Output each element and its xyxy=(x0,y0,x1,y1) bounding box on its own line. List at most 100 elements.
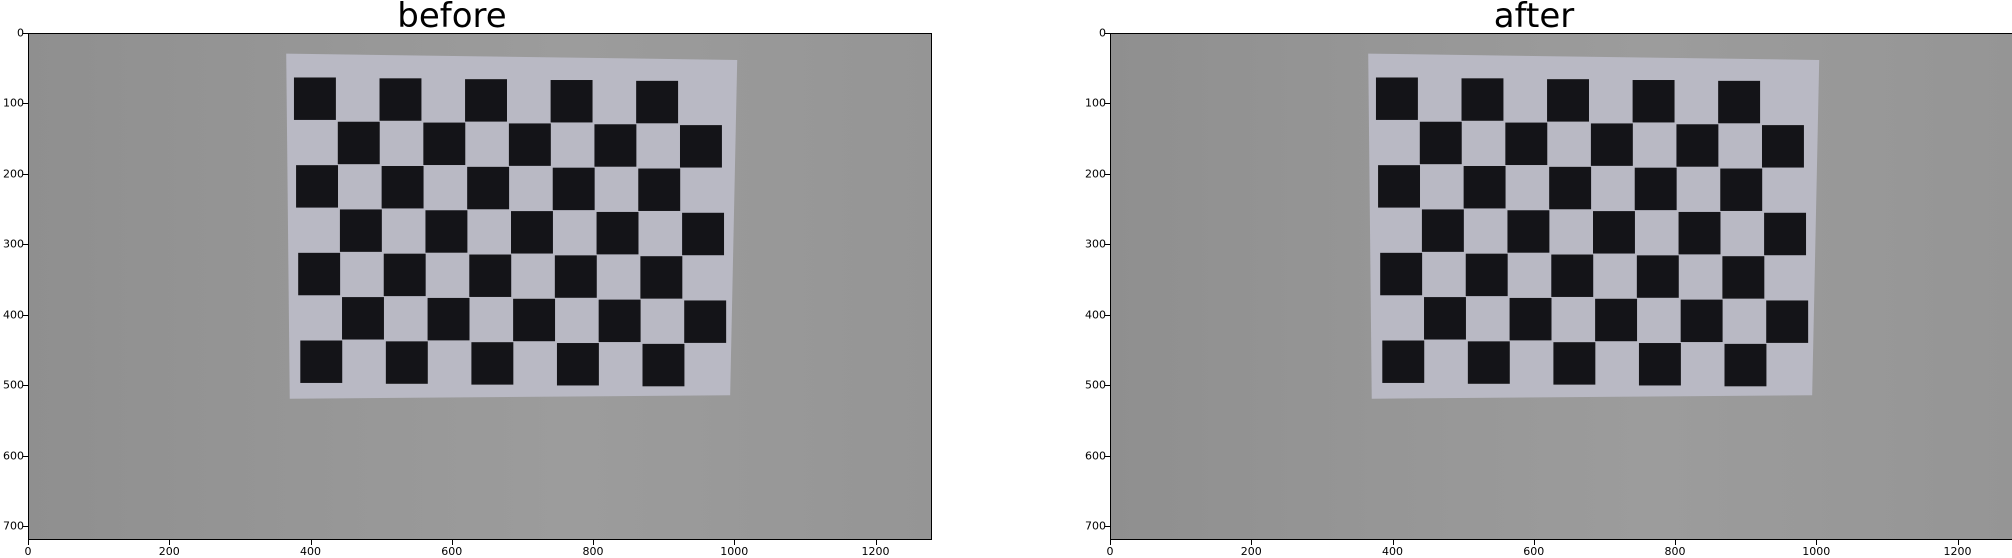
x-tick-label: 1000 xyxy=(720,545,749,558)
checker-square xyxy=(1507,210,1550,253)
x-tick-mark xyxy=(593,540,594,545)
checker-square xyxy=(1718,80,1761,124)
y-tick-label: 100 xyxy=(3,96,24,110)
checker-square xyxy=(552,167,595,211)
checker-square xyxy=(1421,209,1464,252)
x-tick-mark xyxy=(1392,540,1394,545)
y-tick-mark xyxy=(1105,173,1110,175)
y-tick-mark xyxy=(23,385,28,387)
checker-square xyxy=(469,254,512,297)
checker-square xyxy=(1724,343,1767,387)
checker-square xyxy=(554,255,597,298)
x-tick-mark xyxy=(1675,540,1676,545)
checker-square xyxy=(339,209,382,252)
x-tick-label: 800 xyxy=(582,545,604,558)
checker-square xyxy=(293,77,336,120)
checker-square xyxy=(1593,211,1635,254)
y-tick-label: 500 xyxy=(1085,378,1106,392)
x-tick-mark xyxy=(451,540,453,545)
checker-square xyxy=(684,300,727,343)
y-tick-label: 400 xyxy=(1085,308,1106,322)
checker-square xyxy=(1636,255,1679,298)
checker-square xyxy=(298,252,341,296)
checker-square xyxy=(1680,299,1723,343)
checker-square xyxy=(1549,166,1592,210)
checker-square xyxy=(642,343,685,387)
x-tick-mark xyxy=(875,540,877,545)
x-tick-label: 1000 xyxy=(1802,545,1831,558)
checker-square xyxy=(550,80,593,123)
y-tick-mark xyxy=(1105,385,1110,387)
checker-square xyxy=(471,342,514,385)
y-tick-label: 200 xyxy=(1085,167,1106,181)
x-tick-label: 1200 xyxy=(1943,545,1972,558)
checker-square xyxy=(300,340,343,383)
x-tick-label: 200 xyxy=(1240,545,1262,558)
x-tick-mark xyxy=(734,540,736,545)
checker-square xyxy=(425,210,468,253)
checker-square xyxy=(379,78,422,121)
panel-title-before: before xyxy=(397,0,507,36)
y-tick-label: 300 xyxy=(3,237,24,251)
checker-square xyxy=(1465,253,1508,297)
y-tick-mark xyxy=(23,103,28,105)
x-tick-mark xyxy=(1110,540,1111,545)
checker-square xyxy=(1678,211,1721,255)
checker-square xyxy=(427,297,470,341)
checker-square xyxy=(1461,78,1504,121)
checker-square xyxy=(1761,125,1804,168)
y-tick-label: 500 xyxy=(3,378,24,392)
checkerboard-photo-before xyxy=(286,53,738,399)
checker-square xyxy=(556,343,599,386)
y-tick-mark xyxy=(23,173,28,175)
checker-square xyxy=(342,297,384,340)
checker-square xyxy=(1463,166,1506,209)
checker-square xyxy=(385,341,428,384)
panel-after: after 0 200 400 600 800 1000 1200 0 100 200 300 400… xyxy=(1082,0,2012,558)
checker-square xyxy=(598,299,641,343)
y-tick-mark xyxy=(1105,314,1110,316)
checker-square xyxy=(1634,167,1677,211)
checker-square xyxy=(1551,254,1594,297)
y-tick-label: 200 xyxy=(3,167,24,181)
x-tick-label: 600 xyxy=(1523,545,1545,558)
x-tick-label: 800 xyxy=(1664,545,1686,558)
panel-before: before 0 200 400 600 800 1000 1200 0 100 200 300 40… xyxy=(0,0,1000,558)
y-tick-label: 300 xyxy=(1085,237,1106,251)
x-tick-mark xyxy=(1251,540,1253,545)
y-tick-label: 100 xyxy=(1085,96,1106,110)
checker-square xyxy=(1595,298,1638,342)
checker-square xyxy=(423,122,466,166)
y-tick-label: 600 xyxy=(1085,449,1106,462)
y-tick-mark xyxy=(1105,103,1110,105)
y-tick-mark xyxy=(1105,244,1110,246)
x-tick-mark xyxy=(1957,540,1959,545)
y-tick-label: 400 xyxy=(3,308,24,322)
x-tick-mark xyxy=(310,540,312,545)
checker-square xyxy=(1419,121,1462,165)
checker-square xyxy=(1764,212,1807,256)
checker-square xyxy=(383,253,426,297)
checker-square xyxy=(638,168,681,211)
image-axes-before xyxy=(28,33,932,540)
checker-square xyxy=(508,123,551,166)
y-tick-label: 600 xyxy=(3,449,24,462)
x-tick-label: 0 xyxy=(24,545,32,558)
x-tick-mark xyxy=(1816,540,1818,545)
checker-square xyxy=(1720,168,1763,211)
checker-square xyxy=(1676,124,1719,167)
x-tick-mark xyxy=(1533,540,1535,545)
checker-square xyxy=(467,166,510,210)
checker-square xyxy=(1378,165,1421,208)
checker-square xyxy=(381,166,424,209)
y-tick-mark xyxy=(23,314,28,316)
x-tick-label: 400 xyxy=(300,545,321,558)
checker-square xyxy=(511,211,553,254)
checker-square xyxy=(465,79,507,122)
image-axes-after xyxy=(1110,33,2012,540)
checker-square xyxy=(337,121,380,165)
panel-title-after: after xyxy=(1493,0,1575,36)
checker-square xyxy=(594,124,637,167)
y-tick-label: 0 xyxy=(17,26,24,40)
checker-square xyxy=(1505,122,1548,166)
